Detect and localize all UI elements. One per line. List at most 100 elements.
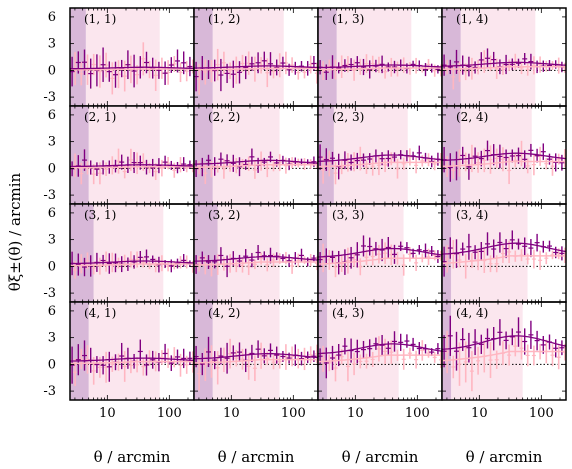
xi-plus-model-line	[194, 65, 318, 69]
x-axis-label: θ / arcmin	[94, 448, 171, 466]
panel-plot-area	[70, 8, 194, 106]
y-tick-label: 3	[48, 135, 56, 150]
xi-plus-model-line	[194, 255, 318, 262]
y-tick-label: 3	[48, 233, 56, 248]
xi-plus-model-line	[70, 66, 194, 70]
panel-plot-area	[70, 204, 194, 302]
xi-minus-model-line	[194, 261, 318, 266]
y-tick-label: 0	[48, 259, 56, 274]
xi-plus-model-line	[442, 61, 566, 67]
scale-cut-dark	[442, 8, 461, 106]
panel-label: (4, 4)	[456, 306, 488, 320]
panel-plot-area	[442, 106, 566, 204]
panel: (3, 3)	[317, 203, 443, 303]
scale-cut-dark	[194, 204, 218, 302]
panel: (1, 3)	[317, 7, 443, 107]
panel: (4, 1) -3 0 3 6 10 100	[43, 301, 195, 421]
panel-plot-area	[318, 302, 442, 400]
panel: (1, 2)	[193, 7, 319, 107]
panel: (3, 4)	[441, 203, 567, 303]
xi-plus-model-line	[318, 64, 442, 69]
panel-label: (2, 2)	[208, 110, 240, 124]
panel: (2, 4)	[441, 105, 567, 205]
xi-minus-model-line	[70, 166, 194, 169]
xi-minus-model-line	[70, 263, 194, 267]
xi-plus-model-line	[442, 242, 566, 255]
scale-cut-light	[460, 8, 536, 106]
x-axis-label: θ / arcmin	[218, 448, 295, 466]
panel-label: (4, 1)	[84, 306, 116, 320]
panel-plot-area	[194, 302, 318, 400]
xi-plus-model-line	[70, 260, 194, 265]
xi-plus-model-line	[318, 343, 442, 355]
y-tick-label: 0	[48, 63, 56, 78]
y-axis-label: θξ±(θ) / arcmin	[6, 172, 24, 291]
xi-minus-model-line	[442, 160, 566, 168]
y-tick-label: -3	[43, 286, 56, 301]
xi-minus-model-line	[318, 354, 442, 363]
xi-minus-model-line	[318, 257, 442, 265]
xi-plus-model-line	[70, 164, 194, 168]
y-tick-label: 3	[48, 331, 56, 346]
panel-label: (2, 3)	[332, 110, 364, 124]
panel: (4, 2) 10 100	[193, 301, 319, 421]
panel-plot-area	[442, 8, 566, 106]
xi-minus-model-line	[194, 164, 318, 169]
panel: (3, 1) -3 0 3 6	[43, 203, 195, 303]
xi-minus-model-line	[442, 255, 566, 265]
y-tick-label: 6	[48, 206, 56, 221]
y-tick-label: -3	[43, 90, 56, 105]
x-tick-label: 10	[347, 406, 364, 421]
panel: (2, 1) -3 0 3 6	[43, 105, 195, 205]
panel-plot-area	[70, 302, 194, 400]
panel-label: (4, 3)	[332, 306, 364, 320]
panel-label: (1, 4)	[456, 12, 488, 26]
panel-label: (1, 3)	[332, 12, 364, 26]
xi-plus-model-line	[70, 357, 194, 362]
scale-cut-light	[88, 106, 160, 204]
scale-cut-dark	[70, 106, 89, 204]
panel-label: (3, 2)	[208, 208, 240, 222]
panel-frame	[441, 301, 567, 401]
x-tick-label: 10	[99, 406, 116, 421]
panel: (2, 2)	[193, 105, 319, 205]
panel-plot-area	[442, 204, 566, 302]
xi-minus-model-line	[70, 68, 194, 71]
panel: (1, 4)	[441, 7, 567, 107]
scale-cut-light	[88, 302, 160, 400]
x-tick-label: 100	[529, 406, 554, 421]
panel-plot-area	[194, 204, 318, 302]
panel: (4, 3) 10 100	[317, 301, 443, 421]
panel-plot-area	[70, 106, 194, 204]
panel: (4, 4) 10 100	[441, 301, 567, 421]
panel-grid: (1, 1) -3 0 3 6 (1, 2) (1, 3) (1, 4) (2, 1) -3 0 3 6…	[43, 7, 567, 421]
xi-minus-model-line	[194, 67, 318, 71]
panel: (3, 2)	[193, 203, 319, 303]
xi-minus-model-line	[70, 360, 194, 365]
xi-minus-model-line	[442, 350, 566, 362]
xi-plus-model-line	[194, 353, 318, 360]
x-tick-label: 100	[157, 406, 182, 421]
panel-plot-area	[194, 8, 318, 106]
x-tick-label: 10	[223, 406, 240, 421]
xi-plus-model-line	[442, 335, 566, 350]
panel-plot-area	[318, 106, 442, 204]
xi-minus-model-line	[318, 67, 442, 71]
panel-label: (1, 1)	[84, 12, 116, 26]
panel: (2, 3)	[317, 105, 443, 205]
scale-cut-light	[212, 106, 280, 204]
x-axis-label: θ / arcmin	[466, 448, 543, 466]
panel-label: (1, 2)	[208, 12, 240, 26]
panel-label: (3, 4)	[456, 208, 488, 222]
y-tick-label: 0	[48, 357, 56, 372]
y-tick-label: 6	[48, 304, 56, 319]
y-tick-label: 3	[48, 37, 56, 52]
panel-label: (2, 4)	[456, 110, 488, 124]
panel-label: (3, 3)	[332, 208, 364, 222]
x-tick-label: 100	[405, 406, 430, 421]
xi-minus-model-line	[442, 66, 566, 71]
panel-label: (4, 2)	[208, 306, 240, 320]
scale-cut-dark	[194, 106, 213, 204]
scale-cut-light	[85, 8, 160, 106]
